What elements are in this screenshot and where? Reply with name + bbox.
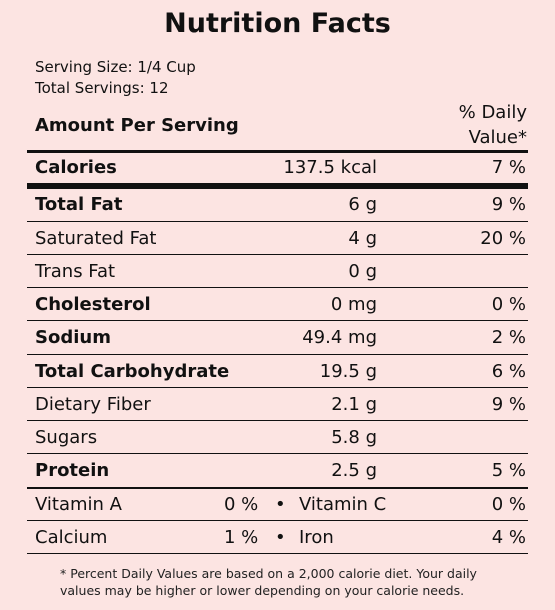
- vitamin-daily-value: 4 %: [491, 527, 526, 548]
- daily-value-header-line2: Value*: [468, 127, 527, 148]
- row-divider: [27, 420, 528, 421]
- nutrient-daily-value: 9 %: [491, 394, 526, 415]
- row-divider: [27, 387, 528, 388]
- bullet-separator: •: [275, 527, 286, 548]
- vitamin-name: Vitamin A: [35, 494, 122, 515]
- row-divider: [27, 320, 528, 321]
- nutrient-name: Saturated Fat: [35, 228, 157, 249]
- vitamin-name: Iron: [299, 527, 334, 548]
- header-rule: [27, 150, 528, 153]
- nutrient-daily-value: 9 %: [491, 194, 526, 215]
- calories-thick-rule: [27, 183, 528, 189]
- row-divider: [27, 221, 528, 222]
- nutrient-daily-value: 5 %: [491, 460, 526, 481]
- total-servings: Total Servings: 12: [35, 79, 169, 97]
- amount-per-serving-header: Amount Per Serving: [35, 115, 239, 136]
- nutrient-row-saturated-fat: Saturated Fat 4 g 20 %: [27, 222, 528, 255]
- nutrient-row-sugars: Sugars 5.8 g: [27, 421, 528, 454]
- row-divider: [27, 487, 528, 489]
- nutrient-name: Dietary Fiber: [35, 394, 151, 415]
- nutrient-amount: 137.5 kcal: [283, 157, 377, 178]
- nutrient-name: Trans Fat: [35, 261, 116, 282]
- nutrient-amount: 0 mg: [330, 294, 377, 315]
- vitamin-name: Calcium: [35, 527, 108, 548]
- nutrient-amount: 0 g: [348, 261, 377, 282]
- nutrient-name: Calories: [35, 157, 117, 178]
- nutrient-amount: 19.5 g: [319, 361, 377, 382]
- nutrient-name: Cholesterol: [35, 294, 151, 315]
- nutrient-row-trans-fat: Trans Fat 0 g: [27, 255, 528, 288]
- nutrient-amount: 49.4 mg: [302, 327, 377, 348]
- nutrient-amount: 6 g: [348, 194, 377, 215]
- nutrient-row-dietary-fiber: Dietary Fiber 2.1 g 9 %: [27, 388, 528, 421]
- nutrient-amount: 4 g: [348, 228, 377, 249]
- nutrient-amount: 2.1 g: [331, 394, 377, 415]
- serving-size: Serving Size: 1/4 Cup: [35, 58, 196, 76]
- daily-value-header: % Daily Value*: [407, 100, 527, 150]
- nutrient-daily-value: 7 %: [491, 157, 526, 178]
- nutrient-name: Sugars: [35, 427, 98, 448]
- vitamin-name: Vitamin C: [299, 494, 387, 515]
- nutrient-amount: 5.8 g: [331, 427, 377, 448]
- nutrient-row-total-fat: Total Fat 6 g 9 %: [27, 188, 528, 221]
- nutrient-name: Total Fat: [35, 194, 123, 215]
- bottom-rule: [27, 553, 528, 554]
- nutrient-daily-value: 20 %: [480, 228, 526, 249]
- bullet-separator: •: [275, 494, 286, 515]
- nutrient-row-total-carbohydrate: Total Carbohydrate 19.5 g 6 %: [27, 355, 528, 388]
- page-title: Nutrition Facts: [164, 8, 391, 39]
- nutrient-daily-value: 2 %: [491, 327, 526, 348]
- row-divider: [27, 287, 528, 288]
- vitamin-row: Calcium 1 % • Iron 4 %: [27, 521, 528, 554]
- vitamin-daily-value: 0 %: [491, 494, 526, 515]
- nutrient-name: Total Carbohydrate: [35, 361, 230, 382]
- daily-value-header-line1: % Daily: [458, 102, 527, 123]
- row-divider: [27, 520, 528, 521]
- nutrient-row-sodium: Sodium 49.4 mg 2 %: [27, 321, 528, 354]
- vitamin-daily-value: 0 %: [224, 494, 259, 515]
- nutrient-daily-value: 6 %: [491, 361, 526, 382]
- row-divider: [27, 354, 528, 355]
- daily-value-footnote: * Percent Daily Values are based on a 2,…: [60, 566, 477, 598]
- nutrient-daily-value: 0 %: [491, 294, 526, 315]
- vitamin-row: Vitamin A 0 % • Vitamin C 0 %: [27, 488, 528, 521]
- nutrient-row-protein: Protein 2.5 g 5 %: [27, 454, 528, 487]
- nutrient-amount: 2.5 g: [331, 460, 377, 481]
- vitamin-daily-value: 1 %: [224, 527, 259, 548]
- nutrient-row-calories: Calories 137.5 kcal 7 %: [27, 151, 528, 184]
- row-divider: [27, 453, 528, 454]
- nutrient-name: Protein: [35, 460, 110, 481]
- nutrient-name: Sodium: [35, 327, 111, 348]
- row-divider: [27, 254, 528, 255]
- nutrient-row-cholesterol: Cholesterol 0 mg 0 %: [27, 288, 528, 321]
